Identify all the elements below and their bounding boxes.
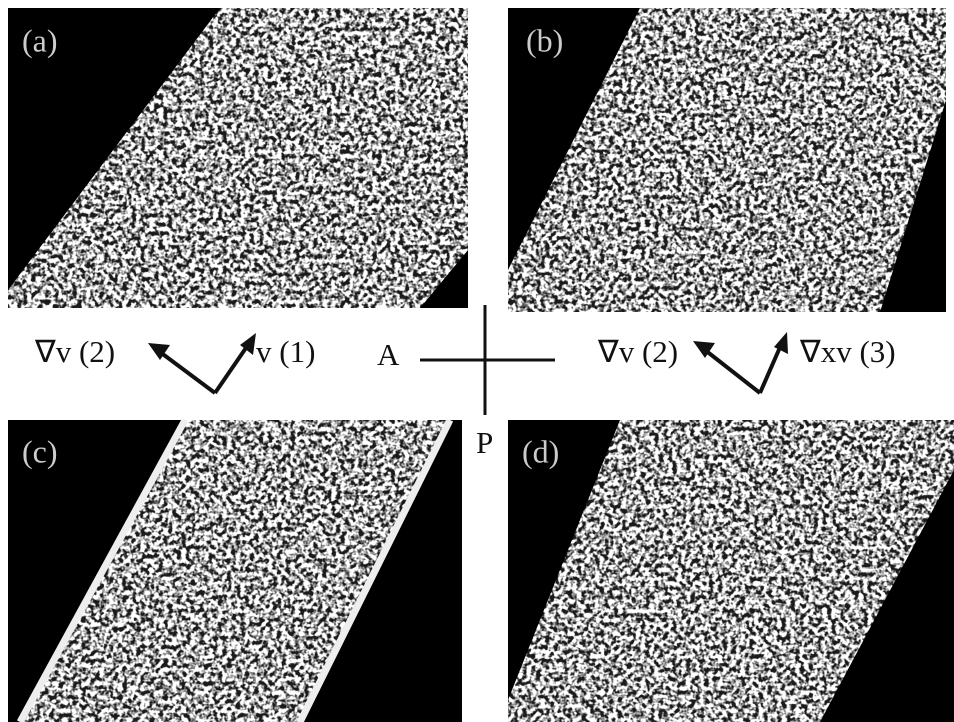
panel-c: (c) (8, 420, 462, 722)
polarizer-label: P (476, 425, 493, 460)
figure: (a) (b) (c) (d) ∇v (2) v (1) A P ∇v (2) … (0, 0, 954, 722)
axis-label: ∇v (2) (34, 334, 115, 369)
panel-label: (d) (522, 433, 559, 469)
panel-label: (b) (526, 22, 563, 58)
panel-b: (b) (508, 8, 946, 312)
axis-label: v (1) (256, 334, 315, 369)
axis-label: ∇v (2) (597, 334, 678, 369)
panel-label: (c) (22, 433, 58, 469)
analyzer-label: A (377, 337, 400, 372)
axes-diagram (148, 305, 788, 415)
axis-label: ∇xv (3) (799, 334, 896, 369)
panel-a: (a) (8, 8, 468, 308)
panel-d: (d) (508, 420, 954, 722)
panel-label: (a) (22, 22, 58, 58)
